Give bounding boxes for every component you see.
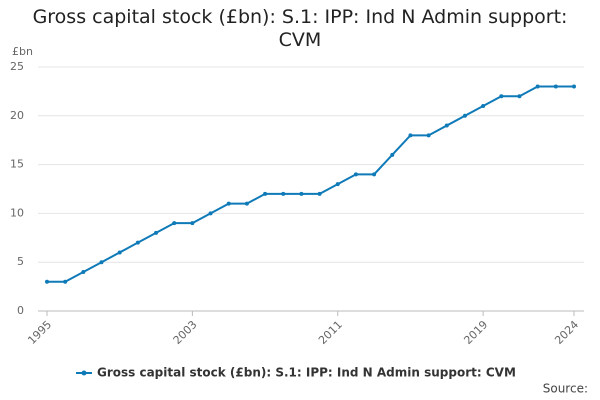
x-tick-label: 2019 <box>461 318 490 347</box>
x-tick-label: 2024 <box>552 318 581 347</box>
point <box>553 84 558 89</box>
x-tick-label: 2003 <box>171 318 200 347</box>
chart-title: Gross capital stock (£bn): S.1: IPP: Ind… <box>32 6 568 51</box>
point <box>81 269 86 274</box>
source: Source: <box>543 382 588 396</box>
point <box>535 84 540 89</box>
legend-marker <box>81 370 87 376</box>
y-tick-label: 20 <box>10 109 24 122</box>
legend-label: Gross capital stock (£bn): S.1: IPP: Ind… <box>97 366 516 380</box>
point <box>226 201 231 206</box>
point <box>499 94 504 99</box>
point <box>335 182 340 187</box>
point <box>281 191 286 196</box>
y-tick-label: 10 <box>10 206 24 219</box>
point <box>353 172 358 177</box>
point <box>299 191 304 196</box>
point <box>190 221 195 226</box>
point <box>117 250 122 255</box>
point <box>208 211 213 216</box>
point <box>462 113 467 118</box>
point <box>244 201 249 206</box>
point <box>481 104 486 109</box>
point <box>135 240 140 245</box>
point <box>317 191 322 196</box>
x-tick-label: 2011 <box>316 318 345 347</box>
point <box>63 279 68 284</box>
point <box>517 94 522 99</box>
point <box>444 123 449 128</box>
point <box>426 133 431 138</box>
point <box>572 84 576 89</box>
point <box>372 172 377 177</box>
point <box>408 133 413 138</box>
y-axis-label: £bn <box>12 45 33 58</box>
point <box>263 191 268 196</box>
y-tick-label: 25 <box>10 60 24 73</box>
series-line <box>47 85 574 283</box>
point <box>99 260 104 265</box>
point <box>172 221 177 226</box>
y-tick-label: 15 <box>10 158 24 171</box>
point <box>45 279 49 284</box>
y-tick-label: 0 <box>17 304 24 317</box>
point <box>154 230 159 235</box>
x-tick-label: 1995 <box>25 318 54 347</box>
y-tick-label: 5 <box>17 255 24 268</box>
point <box>390 152 395 157</box>
